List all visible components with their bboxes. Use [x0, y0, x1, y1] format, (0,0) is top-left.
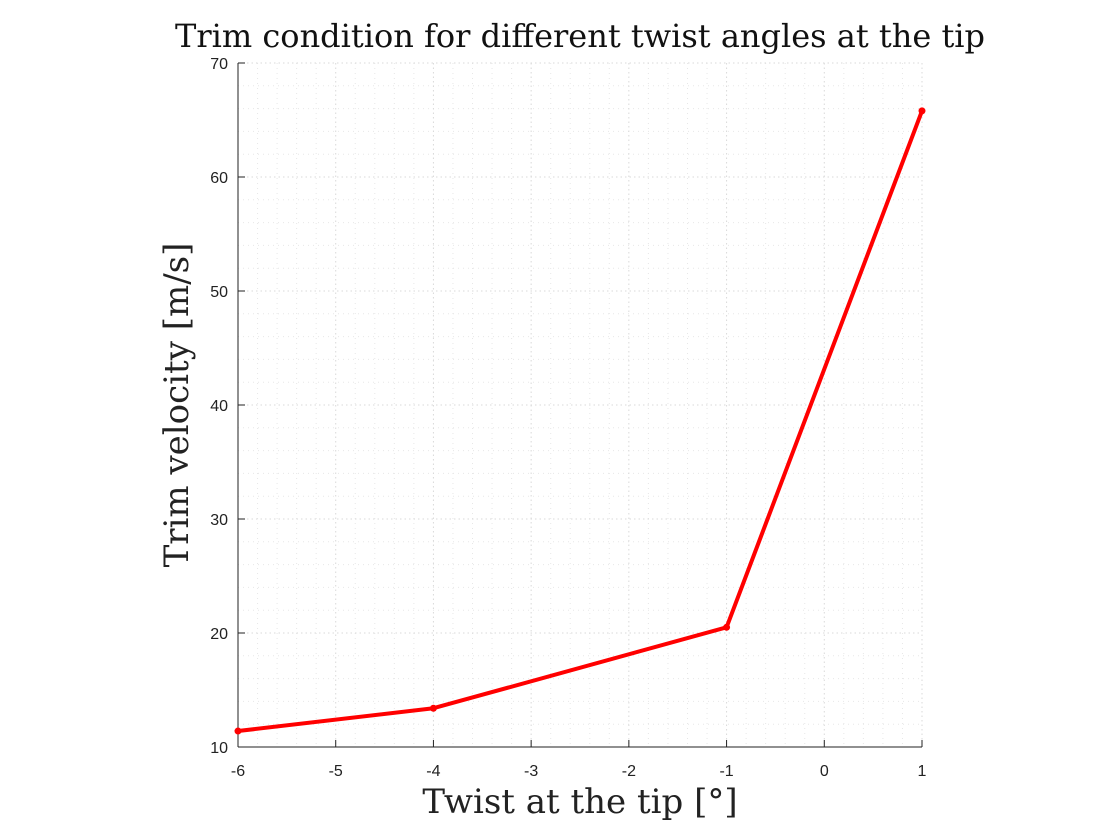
- x-tick-label: -5: [329, 763, 343, 780]
- x-tick-label: -6: [231, 763, 245, 780]
- data-point: [234, 727, 242, 735]
- x-tick-label: 0: [820, 763, 829, 780]
- data-point: [429, 704, 437, 712]
- series-line: [236, 108, 924, 734]
- x-tick-label: -2: [622, 763, 636, 780]
- y-tick-label: 10: [210, 740, 228, 757]
- axes: -6 -5 -4 -3 -2 -1 0 1 10 20 30 40 50 60 70: [210, 56, 926, 780]
- y-tick-label: 40: [210, 398, 228, 415]
- data-point: [918, 107, 926, 115]
- y-tick-label: 60: [210, 170, 228, 187]
- grid: [237, 62, 923, 748]
- data-series: [234, 107, 926, 735]
- x-tick-label: -3: [524, 763, 538, 780]
- y-tick-label: 70: [210, 56, 228, 73]
- y-tick-label: 50: [210, 284, 228, 301]
- y-axis-label: Trim velocity [m/s]: [157, 243, 197, 568]
- y-tick-label: 20: [210, 626, 228, 643]
- data-point: [723, 623, 731, 631]
- x-tick-label: -4: [426, 763, 440, 780]
- y-tick-label: 30: [210, 512, 228, 529]
- x-tick-label: 1: [918, 763, 927, 780]
- x-tick-label: -1: [719, 763, 733, 780]
- chart-title: Trim condition for different twist angle…: [175, 17, 985, 55]
- x-axis-label: Twist at the tip [°]: [422, 782, 737, 822]
